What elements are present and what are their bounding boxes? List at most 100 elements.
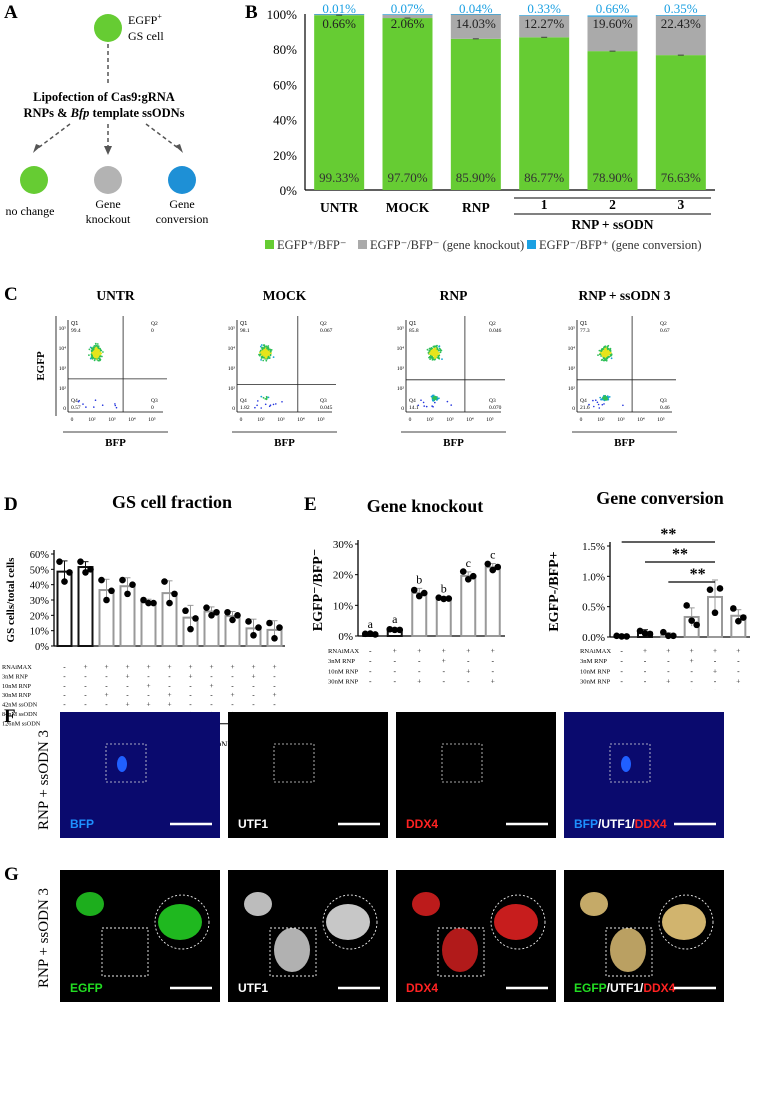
panel-a: A EGFP+ GS cell Lipofection of Cas9:gRNA…: [4, 2, 208, 226]
c-ytick-label: 10³: [397, 366, 405, 372]
b-legend-label: EGFP⁻/BFP⁻ (gene knockout): [370, 238, 524, 252]
c-event-dot: [432, 406, 434, 408]
c-event-dot: [269, 348, 272, 351]
c-event-dot: [608, 396, 611, 398]
condition-sign: -: [63, 700, 66, 709]
c-xlabel: BFP: [274, 437, 295, 449]
c-event-dot: [260, 395, 263, 398]
condition-sign: -: [467, 677, 470, 686]
condition-row-label: 126nM ssODN: [2, 720, 41, 727]
panel-f-microscopy: F RNP + ssODN 3 BFP UTF1 DDX4 BFP/UTF1/DDX4: [4, 706, 724, 838]
condition-sign: +: [125, 662, 129, 671]
c-event-dot: [270, 349, 273, 351]
condition-sign: -: [620, 677, 623, 686]
condition-sign: +: [393, 646, 397, 655]
ytick-label: 10%: [333, 600, 353, 612]
condition-sign: -: [620, 646, 623, 655]
c-event-dot: [604, 346, 606, 349]
condition-row-label: 42nM ssODN: [580, 689, 617, 690]
egfp-label: EGFP+: [128, 12, 162, 27]
c-quadrant-name: Q4: [71, 398, 78, 404]
no-change-label: no change: [6, 204, 55, 218]
b-egfp-value-label: 86.77%: [524, 170, 564, 185]
replicate-point: [119, 576, 126, 584]
c-event-dot: [433, 351, 435, 354]
c-event-dot: [429, 358, 431, 360]
c-event-dot: [597, 403, 600, 406]
caption-part: BFP: [574, 817, 598, 831]
c-event-dot: [275, 403, 277, 405]
panel-b-letter: B: [245, 2, 258, 23]
c-event-dot: [431, 398, 434, 401]
condition-sign: +: [736, 687, 740, 690]
c-event-dot: [82, 403, 84, 405]
b-knockout-value-label: 19.60%: [592, 16, 632, 31]
c-q1-value: 99.4: [71, 328, 81, 334]
replicate-point: [706, 586, 714, 593]
c-event-dot: [91, 351, 94, 354]
c-plot-title: RNP + ssODN 3: [578, 288, 670, 303]
c-event-dot: [272, 403, 275, 406]
caption-part: UTF1: [238, 817, 268, 831]
c-event-dot: [622, 404, 624, 407]
gene-knockout-circle: [94, 166, 122, 194]
c-event-dot: [595, 399, 597, 401]
b-bar-conversion: [314, 14, 365, 15]
condition-sign: -: [369, 656, 372, 665]
b-bar-knockout: [519, 15, 570, 38]
replicate-point: [618, 633, 625, 640]
b-ytick-label: 40%: [273, 113, 297, 128]
c-event-dot: [97, 345, 100, 348]
c-xtick-label: 10³: [446, 417, 454, 423]
c-event-dot: [267, 346, 270, 349]
condition-sign: +: [188, 662, 192, 671]
cell-cluster-left: [580, 892, 608, 916]
replicate-point: [623, 633, 630, 640]
replicate-point: [224, 608, 231, 616]
c-event-dot: [261, 350, 264, 353]
y-axis-label: EGFP-/BFP+: [547, 551, 562, 631]
condition-sign: +: [442, 646, 446, 655]
c-event-dot: [441, 358, 443, 360]
c-q2-value: 0.067: [320, 328, 333, 334]
b-category-label: 2: [609, 197, 616, 212]
c-event-dot: [603, 403, 605, 405]
micrograph-caption: DDX4: [406, 817, 438, 831]
replicate-point: [420, 589, 428, 597]
gene-conversion-circle: [168, 166, 196, 194]
condition-sign: +: [690, 646, 694, 655]
replicate-point: [484, 560, 492, 568]
caption-part: DDX4: [406, 981, 438, 995]
c-event-dot: [430, 348, 432, 350]
micrograph-1: EGFP: [60, 870, 220, 1002]
condition-sign: -: [620, 666, 623, 675]
micrograph-2: UTF1: [228, 712, 388, 838]
condition-sign: -: [737, 656, 740, 665]
c-ytick-label: 10⁵: [397, 326, 405, 332]
c-event-dot: [92, 348, 95, 351]
b-bar-egfp-bfp-neg: [655, 55, 706, 191]
replicate-point: [386, 625, 394, 633]
c-q2-value: 0.046: [489, 328, 502, 334]
replicate-point: [660, 628, 667, 636]
replicate-point: [129, 581, 136, 588]
condition-sign: -: [644, 677, 647, 686]
c-ytick-label: 10⁵: [228, 326, 236, 332]
c-event-dot: [100, 352, 103, 355]
replicate-point: [98, 576, 105, 584]
condition-sign: -: [667, 687, 670, 690]
c-event-dot: [434, 350, 436, 352]
replicate-point: [391, 626, 399, 634]
c-q4-value: 21.6: [580, 405, 590, 411]
gene-knockout-line2: knockout: [86, 212, 131, 226]
b-egfp-value-label: 78.90%: [592, 170, 632, 185]
c-event-dot: [436, 348, 439, 351]
c-event-dot: [98, 359, 100, 362]
c-event-dot: [93, 351, 96, 354]
condition-sign: -: [84, 690, 87, 699]
ytick-label: 1.5%: [582, 541, 605, 553]
ytick-label: 0%: [35, 642, 49, 653]
condition-sign: +: [188, 671, 192, 680]
cell-cluster-right: [158, 904, 202, 940]
panel-e-letter: E: [304, 494, 317, 515]
